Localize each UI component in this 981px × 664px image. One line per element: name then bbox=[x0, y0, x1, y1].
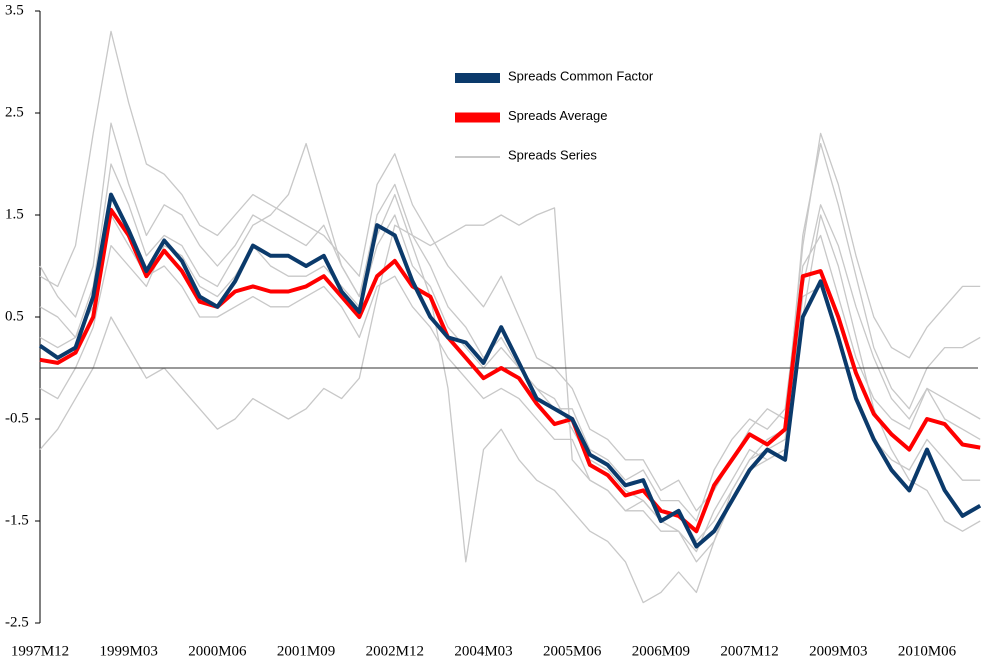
series-line bbox=[39, 142, 981, 543]
legend-swatch bbox=[455, 73, 500, 83]
x-tick-label: 2000M06 bbox=[188, 643, 247, 659]
x-tick-label: 2005M06 bbox=[543, 643, 602, 659]
legend-swatch bbox=[455, 112, 500, 123]
x-tick-label: 2010M06 bbox=[898, 643, 957, 659]
y-tick-label: -0.5 bbox=[5, 410, 29, 426]
y-tick-label: -2.5 bbox=[5, 614, 29, 630]
legend-label: Spreads Average bbox=[508, 108, 608, 123]
legend-item: Spreads Average bbox=[455, 108, 608, 123]
y-tick-label: 2.5 bbox=[5, 104, 24, 120]
series-line bbox=[39, 204, 981, 563]
y-tick-label: 3.5 bbox=[5, 2, 24, 18]
legend-label: Spreads Series bbox=[508, 147, 597, 162]
series-line bbox=[39, 122, 981, 604]
series-line bbox=[38, 192, 981, 549]
x-tick-label: 2004M03 bbox=[454, 643, 512, 659]
y-tick-label: -1.5 bbox=[5, 512, 29, 528]
legend-item: Spreads Series bbox=[455, 147, 597, 162]
x-tick-label: 2002M12 bbox=[366, 643, 424, 659]
series-line bbox=[39, 214, 981, 553]
x-tick-label: 1999M03 bbox=[100, 643, 158, 659]
y-tick-label: 1.5 bbox=[5, 206, 24, 222]
legend-swatch bbox=[455, 156, 500, 158]
x-tick-label: 2006M09 bbox=[632, 643, 690, 659]
legend-item: Spreads Common Factor bbox=[455, 68, 654, 83]
x-tick-label: 1997M12 bbox=[11, 643, 69, 659]
series-line bbox=[39, 207, 981, 534]
y-tick-label: 0.5 bbox=[5, 308, 24, 324]
x-tick-label: 2007M12 bbox=[720, 643, 778, 659]
series-line bbox=[39, 214, 981, 522]
x-tick-label: 2009M03 bbox=[809, 643, 867, 659]
series-line bbox=[39, 30, 981, 512]
legend-label: Spreads Common Factor bbox=[508, 68, 654, 83]
x-tick-label: 2001M09 bbox=[277, 643, 335, 659]
